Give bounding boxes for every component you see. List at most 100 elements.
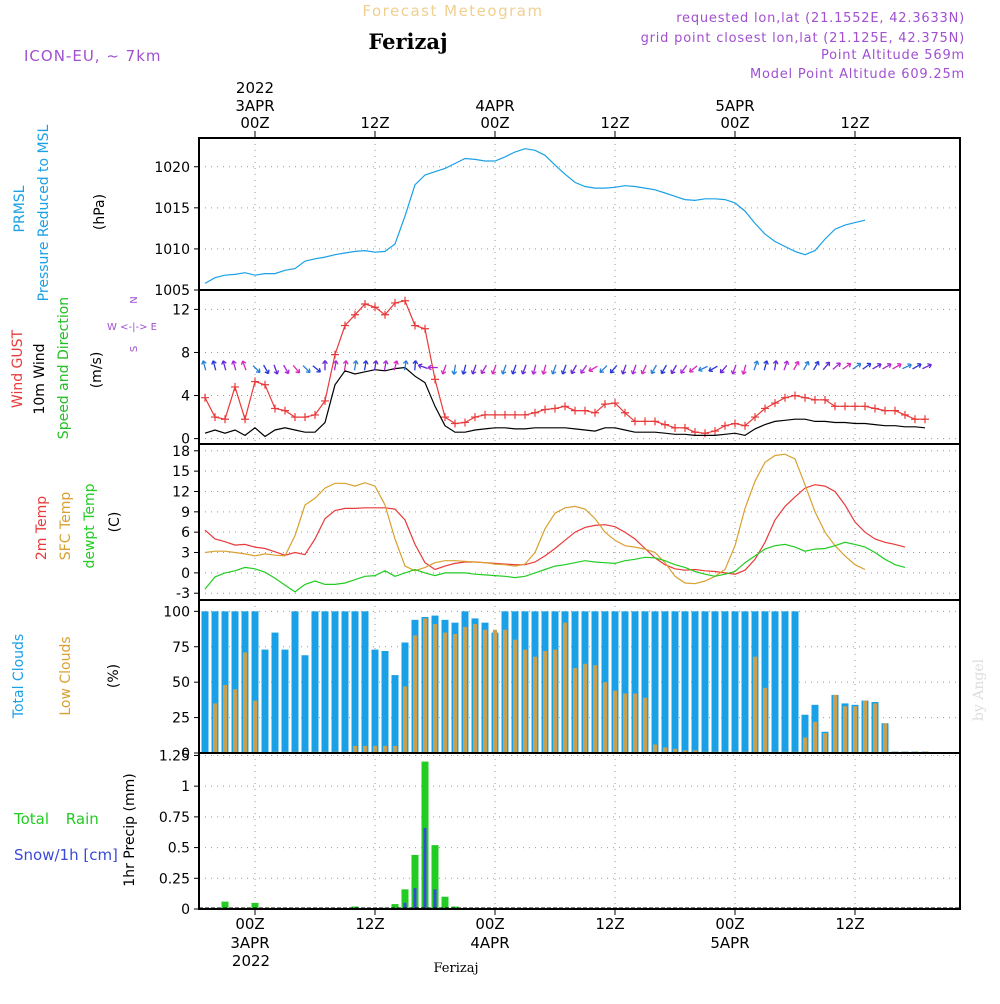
total-cloud-bar — [631, 611, 639, 753]
precipitation-frame — [198, 752, 961, 910]
10m-wind-label: 10m Wind — [32, 343, 48, 414]
gust-point — [821, 395, 829, 404]
gust-point — [841, 402, 849, 411]
sfc-temp-label: SFC Temp — [58, 492, 74, 561]
wind-arrow-head — [240, 360, 247, 365]
wind-direction-arrow — [902, 363, 912, 370]
wind-direction-arrow — [542, 364, 547, 375]
gust-point — [601, 400, 609, 409]
gust-point — [341, 321, 349, 330]
wind-direction-arrow — [621, 364, 627, 375]
wind-arrow-head — [580, 369, 585, 374]
total-rain-label: Total Rain — [13, 810, 99, 828]
wind-ytick-label: 12 — [172, 302, 190, 318]
forecast-title: Forecast Meteogram — [362, 2, 543, 20]
gust-point — [861, 402, 869, 411]
wind-arrow-head — [273, 370, 280, 375]
wind-plot — [201, 296, 932, 438]
wind-direction-arrow — [680, 364, 688, 374]
gust-point — [251, 377, 259, 386]
requested-coords: requested lon,lat (21.1552E, 42.3633N) — [676, 11, 965, 26]
wind-direction-arrow — [532, 364, 537, 375]
temperature-ytick-label: 12 — [172, 484, 190, 500]
wind-direction-arrow — [491, 364, 497, 375]
total-cloud-bar — [691, 611, 699, 753]
wind-arrow-head — [814, 360, 820, 366]
total-cloud-bar — [251, 611, 259, 753]
clouds-panel: 0 25 50 75 100 — [163, 599, 961, 762]
wind-direction-arrow — [252, 365, 261, 373]
temperature-plot — [204, 453, 906, 593]
low-cloud-bar — [253, 700, 257, 753]
wind-arrow-head — [427, 364, 432, 371]
gust-point — [891, 406, 899, 415]
low-cloud-bar — [423, 618, 427, 753]
prmsl-label: PRMSL — [12, 185, 28, 232]
bottom-time-label: 12Z — [835, 915, 864, 933]
wind-direction-arrow — [232, 360, 237, 371]
speed-direction-label: Speed and Direction — [56, 297, 72, 439]
wind-direction-arrow — [312, 365, 321, 373]
low-cloud-bar — [563, 622, 567, 753]
wind-arrow-head — [322, 360, 328, 365]
gust-point — [811, 395, 819, 404]
wind-direction-arrow — [793, 361, 800, 371]
total-cloud-bar — [271, 632, 279, 753]
watermark: by Angel — [971, 658, 987, 721]
gust-point — [541, 405, 549, 414]
gust-point — [921, 415, 929, 424]
temp-line — [204, 484, 906, 575]
total-cloud-bar — [611, 611, 619, 753]
total-cloud-bar — [701, 611, 709, 753]
total-cloud-bar — [381, 651, 389, 753]
pressure-frame — [198, 137, 961, 291]
total-cloud-bar — [671, 611, 679, 753]
wind-arrow-head — [620, 370, 627, 375]
low-cloud-bar — [583, 663, 587, 753]
bottom-year: 2022 — [232, 952, 270, 970]
wind-arrow-head — [470, 370, 477, 375]
wind-direction-arrow — [511, 364, 517, 375]
wind-direction-arrow — [333, 360, 337, 371]
pressure-panel: 1005 1010 1015 1020 — [154, 137, 961, 299]
total-cloud-bar — [641, 611, 649, 753]
gust-point — [561, 402, 569, 411]
wind-direction-arrow — [363, 360, 367, 371]
low-cloud-bar — [633, 693, 637, 753]
low-cloud-bar — [763, 687, 767, 753]
2m-temp-label: 2m Temp — [34, 496, 50, 560]
rain-bar — [401, 889, 409, 909]
wind-direction-arrow — [650, 364, 657, 374]
gust-point — [231, 382, 239, 391]
wind-arrow-head — [917, 362, 922, 368]
gust-point — [581, 406, 589, 415]
gust-point — [301, 413, 309, 422]
low-cloud-bar — [593, 665, 597, 753]
total-cloud-bar — [311, 611, 319, 753]
wind-arrow-head — [877, 362, 882, 368]
dewpt-temp-label: dewpt Temp — [82, 483, 98, 568]
wind-direction-arrow — [501, 364, 507, 375]
total-cloud-bar — [301, 655, 309, 753]
gust-point — [421, 324, 429, 333]
gust-point — [521, 410, 529, 419]
low-cloud-bar — [363, 745, 367, 753]
precipitation-ytick-label: 1.25 — [159, 748, 190, 764]
gust-point — [321, 396, 329, 405]
bottom-time-label: 00Z — [235, 915, 264, 933]
low-cloud-bar — [523, 649, 527, 753]
wind-arrow-head — [660, 369, 666, 375]
low-cloud-bar — [863, 700, 867, 753]
total-cloud-bar — [371, 649, 379, 753]
wind-arrow-head — [560, 370, 567, 375]
temperature-ytick-label: 0 — [181, 566, 190, 582]
wind-direction-arrow — [302, 365, 311, 373]
total-cloud-bar — [281, 649, 289, 753]
wind-arrow-head — [255, 368, 261, 374]
low-cloud-bar — [653, 744, 657, 753]
wind-arrow-head — [794, 360, 800, 366]
wind-arrow-head — [927, 363, 932, 369]
low-cloud-bar — [533, 656, 537, 753]
precipitation-ytick-label: 0.25 — [159, 871, 190, 887]
